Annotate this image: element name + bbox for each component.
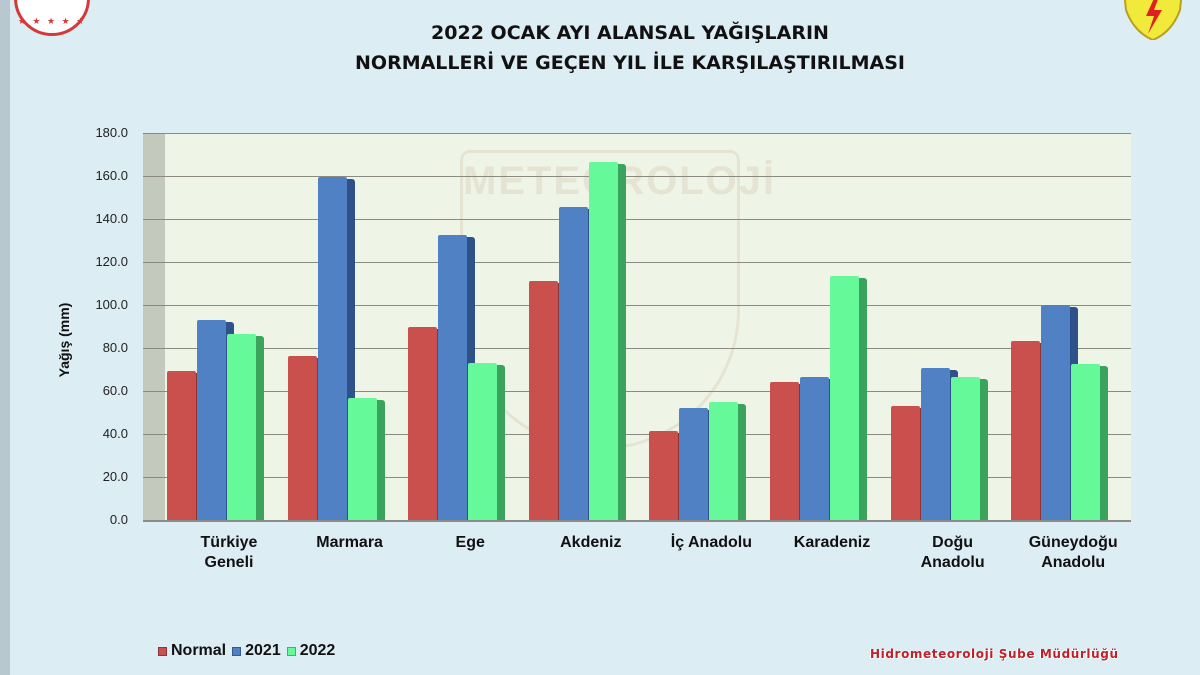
y-tick-label: 180.0 bbox=[95, 125, 128, 140]
bar-2022 bbox=[468, 363, 506, 520]
title-line-2: NORMALLERİ VE GEÇEN YIL İLE KARŞILAŞTIRI… bbox=[355, 52, 905, 74]
gridline bbox=[143, 434, 1131, 435]
bar-2022 bbox=[347, 398, 385, 520]
gridline bbox=[143, 477, 1131, 478]
gridline bbox=[143, 348, 1131, 349]
bar-2021 bbox=[920, 367, 958, 520]
bar-2022 bbox=[227, 334, 264, 520]
y-tick-label: 160.0 bbox=[95, 168, 128, 183]
gridline bbox=[143, 176, 1131, 177]
x-category-label: Akdeniz bbox=[560, 534, 622, 551]
bar-normal bbox=[890, 406, 928, 520]
bar-normal bbox=[770, 381, 807, 520]
bar-2022 bbox=[950, 377, 988, 520]
legend-swatch bbox=[158, 646, 167, 656]
x-category-label: Türkiye Geneli bbox=[200, 534, 258, 571]
legend-swatch bbox=[286, 646, 296, 656]
bar-2021 bbox=[800, 377, 837, 520]
bar-normal bbox=[528, 280, 566, 520]
y-tick-label: 40.0 bbox=[102, 426, 128, 441]
bar-2021 bbox=[197, 320, 234, 520]
legend-item-normal: Normal bbox=[158, 642, 226, 660]
x-category-label: Marmara bbox=[316, 534, 383, 551]
x-category-label: Güneydoğu Anadolu bbox=[1028, 534, 1118, 571]
x-category-label: Karadeniz bbox=[793, 534, 871, 551]
bar-normal bbox=[408, 326, 446, 520]
bar-2022 bbox=[588, 162, 626, 520]
y-tick-label: 20.0 bbox=[102, 469, 128, 484]
legend: Normal 2021 2022 bbox=[158, 642, 341, 660]
y-tick-label: 100.0 bbox=[95, 297, 128, 312]
x-category-label: Doğu Anadolu bbox=[920, 534, 985, 571]
gridline bbox=[143, 219, 1131, 220]
bar-normal bbox=[287, 355, 325, 520]
footer-department: Hidrometeoroloji Şube Müdürlüğü bbox=[870, 647, 1119, 661]
legend-item-2022: 2022 bbox=[286, 642, 336, 660]
y-tick-label: 80.0 bbox=[102, 340, 128, 355]
bar-2021 bbox=[1041, 305, 1079, 520]
legend-swatch bbox=[232, 646, 242, 656]
bar-2021 bbox=[438, 234, 476, 520]
legend-label: Normal bbox=[171, 642, 227, 659]
x-category-label: İç Anadolu bbox=[670, 534, 752, 551]
chart-title: 2022 OCAK AYI ALANSAL YAĞIŞLARIN NORMALL… bbox=[0, 18, 1200, 78]
y-tick-label: 140.0 bbox=[95, 211, 128, 226]
bar-normal bbox=[1011, 340, 1049, 520]
bar-2022 bbox=[1071, 363, 1109, 520]
gridline bbox=[143, 391, 1131, 392]
y-tick-label: 60.0 bbox=[102, 383, 128, 398]
y-tick-label: 0.0 bbox=[109, 512, 128, 527]
y-axis-label: Yağış (mm) bbox=[56, 302, 72, 378]
y-tick-label: 120.0 bbox=[95, 254, 128, 269]
bar-2021 bbox=[317, 177, 355, 520]
left-edge-strip bbox=[0, 0, 10, 675]
legend-label: 2021 bbox=[245, 642, 281, 659]
x-axis-baseline bbox=[143, 520, 1131, 522]
bar-normal bbox=[167, 371, 204, 520]
bar-2021 bbox=[679, 408, 717, 520]
gridline bbox=[143, 262, 1131, 263]
x-category-label: Ege bbox=[455, 534, 485, 551]
bar-2022 bbox=[709, 401, 747, 520]
title-line-1: 2022 OCAK AYI ALANSAL YAĞIŞLARIN bbox=[431, 22, 829, 44]
bar-2021 bbox=[558, 206, 596, 520]
legend-item-2021: 2021 bbox=[232, 642, 281, 660]
gridline bbox=[143, 133, 1131, 134]
bar-2022 bbox=[830, 275, 867, 520]
legend-label: 2022 bbox=[299, 642, 336, 659]
meteorology-shield-logo bbox=[1123, 0, 1183, 40]
plot-side-wall bbox=[143, 133, 165, 520]
gridline bbox=[143, 305, 1131, 306]
bar-normal bbox=[649, 430, 687, 520]
